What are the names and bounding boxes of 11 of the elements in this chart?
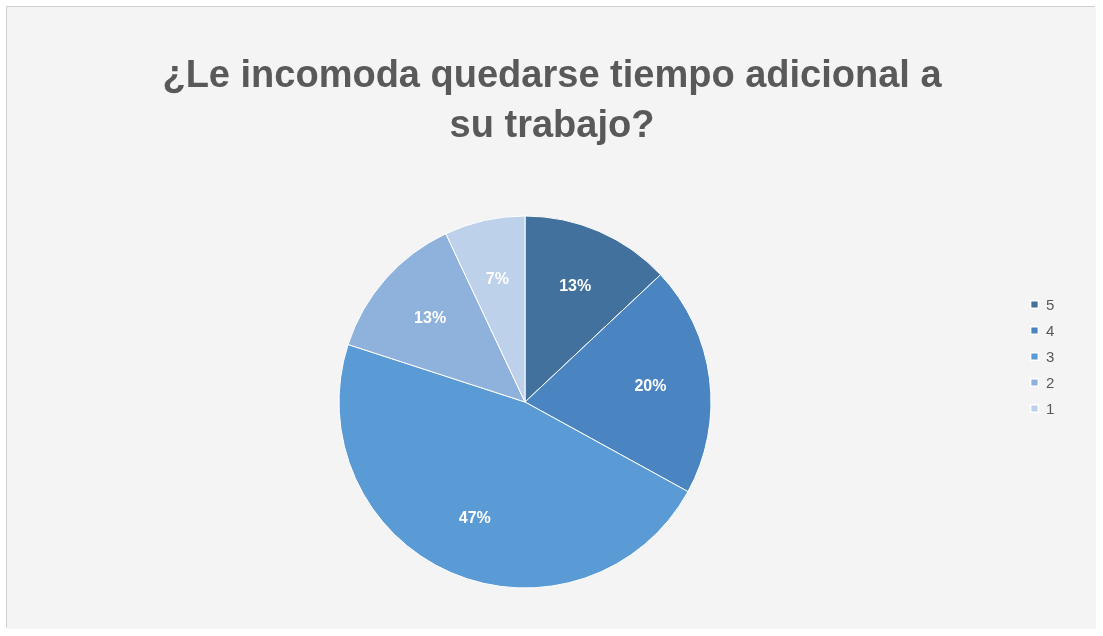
data-label: 20% (634, 377, 667, 395)
legend-label: 1 (1046, 399, 1055, 417)
legend-label: 4 (1046, 321, 1055, 339)
data-label: 13% (414, 309, 447, 327)
legend-label: 3 (1046, 347, 1055, 365)
chart-title: ¿Le incomoda quedarse tiempo adicional a su trabajo? (162, 53, 943, 145)
legend-label: 2 (1046, 373, 1055, 391)
legend-label: 5 (1046, 295, 1055, 313)
data-label: 47% (458, 509, 491, 527)
data-label: 13% (559, 276, 592, 294)
data-label: 7% (485, 269, 509, 287)
